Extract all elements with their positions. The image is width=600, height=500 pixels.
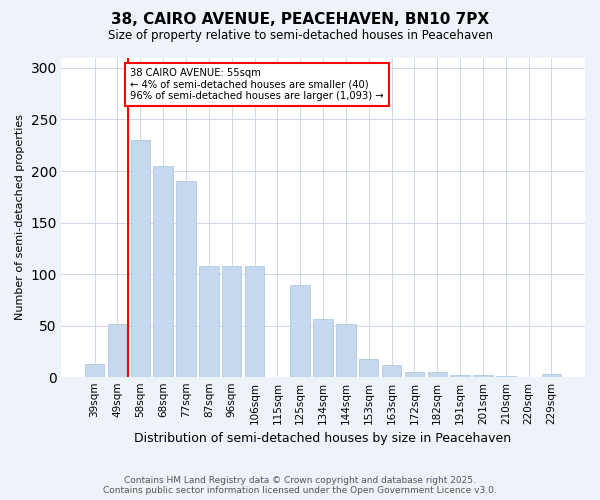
Bar: [108, 324, 127, 378]
X-axis label: Distribution of semi-detached houses by size in Peacehaven: Distribution of semi-detached houses by …: [134, 432, 512, 445]
Bar: [473, 376, 493, 378]
Bar: [154, 166, 173, 378]
Bar: [405, 372, 424, 378]
Bar: [428, 372, 447, 378]
Bar: [290, 284, 310, 378]
Bar: [131, 140, 150, 378]
Text: Contains HM Land Registry data © Crown copyright and database right 2025.
Contai: Contains HM Land Registry data © Crown c…: [103, 476, 497, 495]
Bar: [313, 318, 333, 378]
Text: 38, CAIRO AVENUE, PEACEHAVEN, BN10 7PX: 38, CAIRO AVENUE, PEACEHAVEN, BN10 7PX: [111, 12, 489, 28]
Bar: [496, 376, 515, 378]
Bar: [199, 266, 218, 378]
Bar: [336, 324, 356, 378]
Bar: [382, 365, 401, 378]
Bar: [222, 266, 241, 378]
Bar: [359, 359, 379, 378]
Text: 38 CAIRO AVENUE: 55sqm
← 4% of semi-detached houses are smaller (40)
96% of semi: 38 CAIRO AVENUE: 55sqm ← 4% of semi-deta…: [130, 68, 383, 101]
Bar: [85, 364, 104, 378]
Bar: [176, 182, 196, 378]
Bar: [542, 374, 561, 378]
Y-axis label: Number of semi-detached properties: Number of semi-detached properties: [15, 114, 25, 320]
Text: Size of property relative to semi-detached houses in Peacehaven: Size of property relative to semi-detach…: [107, 29, 493, 42]
Bar: [245, 266, 264, 378]
Bar: [451, 376, 470, 378]
